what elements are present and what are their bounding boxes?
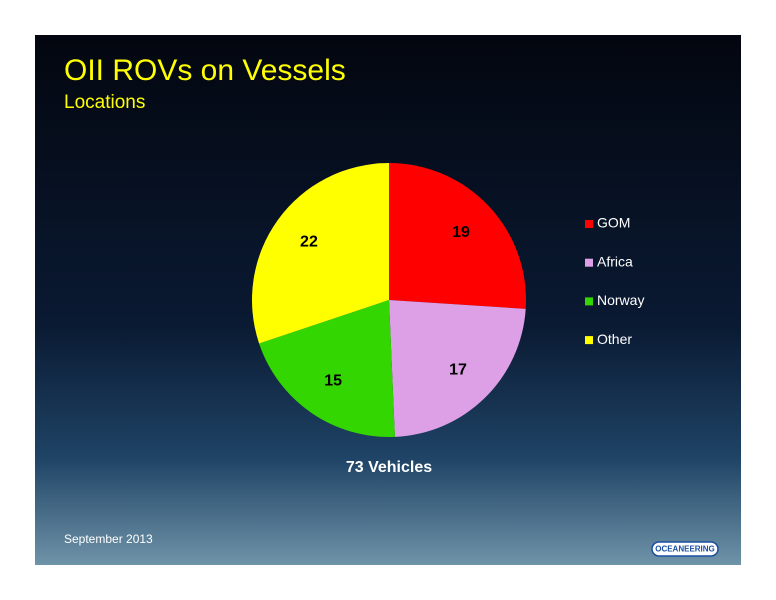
pie-slice <box>389 163 527 309</box>
legend-swatch <box>585 336 593 345</box>
legend-label: Norway <box>597 292 644 308</box>
data-label: 17 <box>449 362 467 379</box>
chart-title: OII ROVs on Vessels <box>64 54 346 87</box>
legend: GOM Africa Norway Other <box>585 215 644 347</box>
data-label: 15 <box>324 372 342 389</box>
legend-label: GOM <box>597 215 630 231</box>
pie: 19 17 15 22 <box>252 163 527 438</box>
footer-date: September 2013 <box>64 532 153 546</box>
pie-slice <box>259 300 395 438</box>
legend-label: Other <box>597 331 632 347</box>
pie-slice <box>389 300 526 437</box>
legend-label: Africa <box>597 253 633 269</box>
legend-swatch <box>585 297 593 306</box>
data-label: 22 <box>300 234 318 251</box>
data-label: 19 <box>452 224 470 241</box>
pie-slice <box>252 163 389 344</box>
legend-swatch <box>585 220 593 228</box>
chart-subtitle: Locations <box>64 92 145 113</box>
legend-swatch <box>585 258 593 267</box>
logo-badge <box>651 541 719 557</box>
logo: OCEANEERING <box>655 545 715 554</box>
annotation: 73 Vehicles <box>346 459 432 476</box>
